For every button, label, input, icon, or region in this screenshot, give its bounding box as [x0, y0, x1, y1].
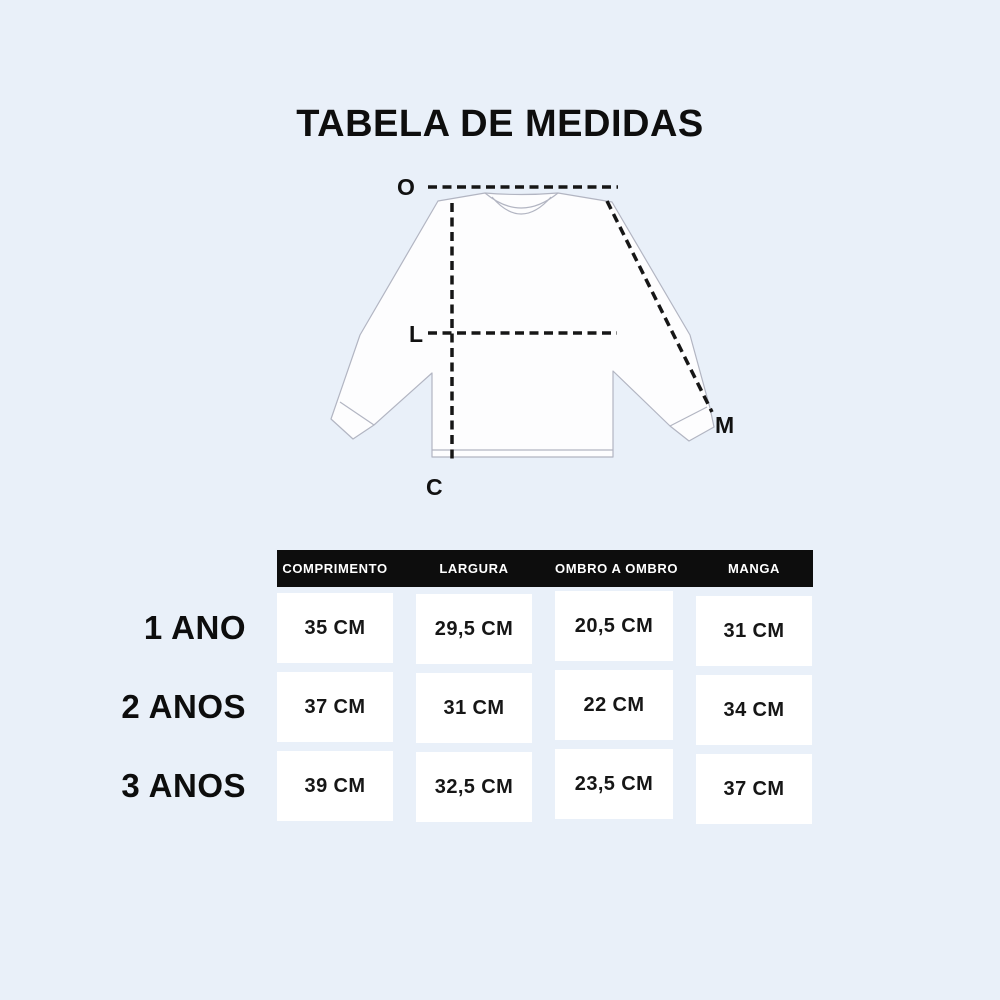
cell-3anos-comprimento: 39 CM: [277, 751, 393, 821]
collar-outer-line: [484, 192, 559, 209]
cell-2anos-manga: 34 CM: [696, 675, 812, 745]
label-largura: L: [409, 321, 423, 347]
row-label-3-anos: 3 ANOS: [121, 767, 246, 804]
shirt-outline: [330, 192, 715, 458]
column-header-largura: LARGURA: [439, 561, 509, 576]
row-label-1-ano: 1 ANO: [143, 609, 246, 646]
cell-2anos-ombro: 22 CM: [555, 670, 673, 740]
shirt-detail-lines: [339, 192, 708, 451]
cell-1ano-largura: 29,5 CM: [416, 594, 532, 664]
column-header-comprimento: COMPRIMENTO: [282, 561, 388, 576]
cell-3anos-manga: 37 CM: [696, 754, 812, 824]
label-manga: M: [715, 412, 734, 438]
cell-1ano-comprimento: 35 CM: [277, 593, 393, 663]
column-header-ombro-a-ombro: OMBRO A OMBRO: [555, 561, 679, 576]
size-table: COMPRIMENTO LARGURA OMBRO A OMBRO MANGA …: [277, 550, 813, 824]
cell-2anos-largura: 31 CM: [416, 673, 532, 743]
row-label-2-anos: 2 ANOS: [121, 688, 246, 725]
cell-2anos-comprimento: 37 CM: [277, 672, 393, 742]
left-cuff-line: [339, 401, 375, 426]
cell-1ano-ombro: 20,5 CM: [555, 591, 673, 661]
cell-3anos-largura: 32,5 CM: [416, 752, 532, 822]
column-header-manga: MANGA: [727, 561, 781, 576]
table-header: COMPRIMENTO LARGURA OMBRO A OMBRO MANGA: [277, 550, 813, 587]
measurement-lines: [428, 185, 714, 462]
measure-line-manga: [605, 200, 714, 413]
collar-inner-line: [491, 196, 552, 215]
cell-3anos-ombro: 23,5 CM: [555, 749, 673, 819]
right-cuff-line: [669, 406, 708, 427]
table-body: 35 CM 29,5 CM 20,5 CM 31 CM 37 CM 31 CM …: [277, 591, 813, 824]
label-ombro: O: [397, 174, 415, 200]
page-title: TABELA DE MEDIDAS: [296, 103, 704, 145]
shirt-diagram: O L C M: [330, 174, 734, 500]
cell-1ano-manga: 31 CM: [696, 596, 812, 666]
label-comprimento: C: [426, 474, 443, 500]
